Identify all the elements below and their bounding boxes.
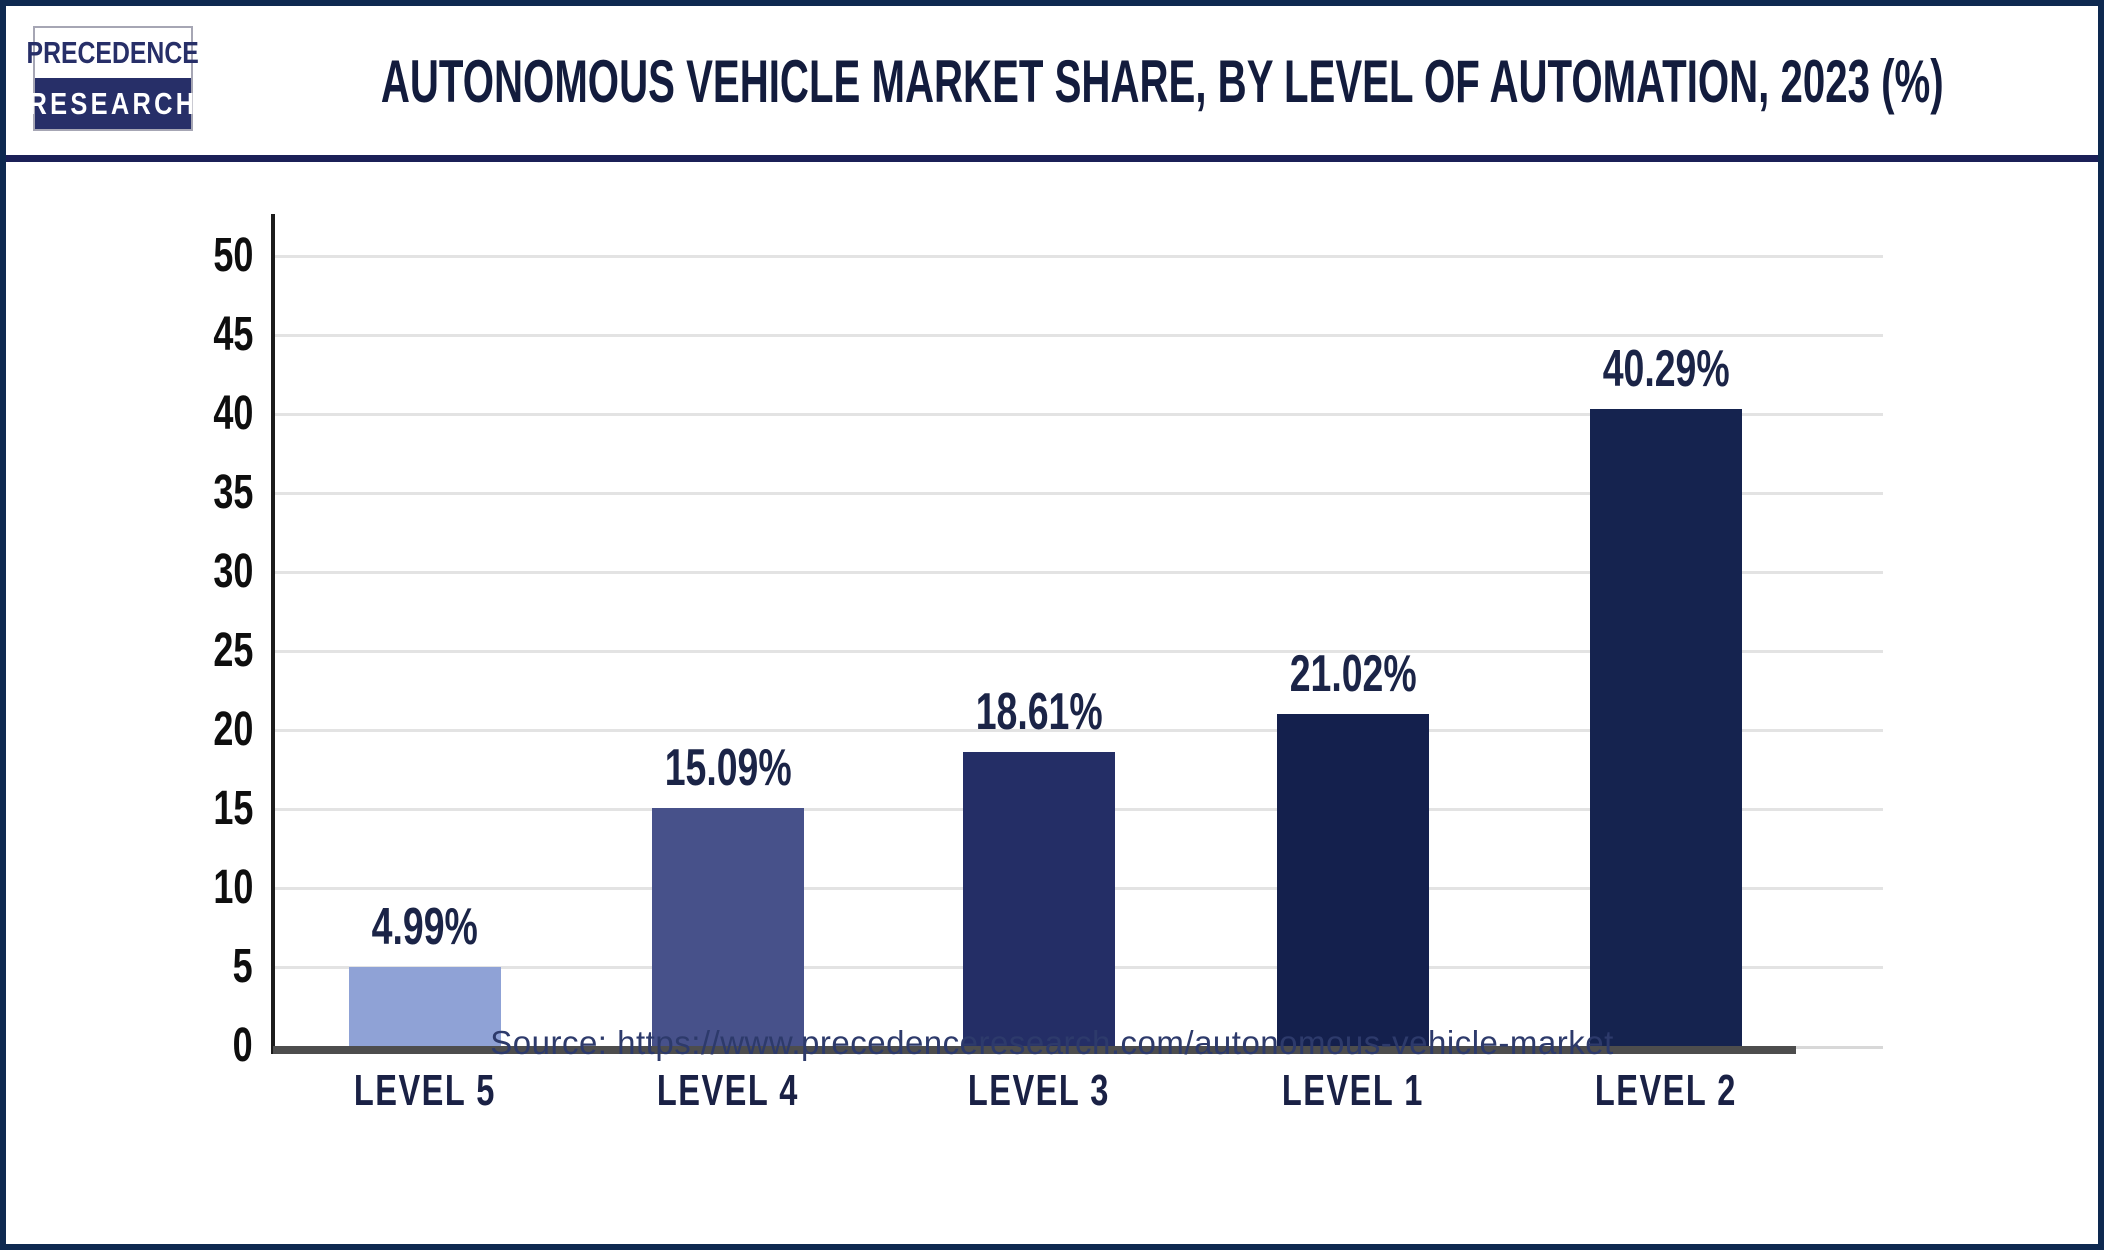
y-tick-label-5: 5	[133, 943, 253, 991]
y-tick-label-50: 50	[133, 232, 253, 280]
bar-chart: 0 5 10 15 20 25 30 35 40 45 50 4.99% LEVEL 5 15.09% LE…	[6, 162, 2098, 1244]
gridline-35	[273, 492, 1883, 495]
y-tick-text: 45	[212, 308, 253, 361]
value-label-text: 15.09%	[664, 738, 792, 797]
value-label-level-3: 18.61%	[879, 686, 1199, 738]
x-axis-extension	[1796, 1046, 1883, 1049]
y-tick-text: 5	[232, 940, 253, 993]
category-label-level-1: LEVEL 1	[1193, 1068, 1513, 1114]
category-label-level-2: LEVEL 2	[1506, 1068, 1826, 1114]
header-divider	[6, 155, 2098, 162]
category-label-text: LEVEL 3	[968, 1066, 1110, 1115]
gridline-45	[273, 334, 1883, 337]
category-label-level-5: LEVEL 5	[265, 1068, 585, 1114]
value-label-level-4: 15.09%	[568, 742, 888, 794]
logo-text-research: RESEARCH	[28, 85, 198, 121]
y-tick-label-10: 10	[133, 864, 253, 912]
y-tick-label-25: 25	[133, 627, 253, 675]
bar-level-3	[963, 751, 1115, 1046]
source-citation: Source: https://www.precedenceresearch.c…	[6, 1024, 2098, 1062]
x-axis-line	[273, 1046, 1796, 1054]
category-label-level-4: LEVEL 4	[568, 1068, 888, 1114]
y-tick-label-45: 45	[133, 311, 253, 359]
y-tick-label-35: 35	[133, 469, 253, 517]
value-label-level-5: 4.99%	[265, 901, 585, 953]
y-tick-text: 35	[212, 466, 253, 519]
category-label-text: LEVEL 1	[1282, 1066, 1424, 1115]
bar-level-5	[349, 967, 501, 1046]
category-label-text: LEVEL 2	[1595, 1066, 1737, 1115]
y-tick-label-30: 30	[133, 548, 253, 596]
y-tick-text: 0	[232, 1019, 253, 1072]
y-tick-text: 15	[212, 782, 253, 835]
y-tick-text: 30	[212, 545, 253, 598]
y-tick-text: 10	[212, 861, 253, 914]
chart-title-text: AUTONOMOUS VEHICLE MARKET SHARE, BY LEVE…	[380, 47, 1944, 115]
value-label-text: 21.02%	[1289, 644, 1417, 703]
logo-line-precedence: PRECEDENCE	[27, 28, 199, 78]
gridline-20	[273, 729, 1883, 732]
value-label-text: 40.29%	[1602, 340, 1730, 399]
value-label-level-2: 40.29%	[1506, 343, 1826, 395]
logo-line-research: RESEARCH	[29, 78, 194, 129]
value-label-text: 18.61%	[975, 682, 1103, 741]
y-tick-text: 25	[212, 624, 253, 677]
y-tick-label-40: 40	[133, 390, 253, 438]
gridline-40	[273, 413, 1883, 416]
category-label-text: LEVEL 5	[354, 1066, 496, 1115]
category-label-text: LEVEL 4	[657, 1066, 799, 1115]
gridline-50	[273, 255, 1883, 258]
source-text: Source: https://www.precedenceresearch.c…	[490, 1024, 1614, 1061]
header: PRECEDENCE RESEARCH AUTONOMOUS VEHICLE M…	[6, 6, 2098, 156]
logo-text-precedence: PRECEDENCE	[26, 35, 200, 70]
category-label-level-3: LEVEL 3	[879, 1068, 1199, 1114]
bar-level-2	[1590, 409, 1742, 1046]
y-tick-text: 20	[212, 703, 253, 756]
chart-title: AUTONOMOUS VEHICLE MARKET SHARE, BY LEVE…	[256, 26, 2068, 136]
precedence-research-logo: PRECEDENCE RESEARCH	[27, 26, 199, 131]
bar-level-4	[652, 807, 804, 1046]
y-tick-label-20: 20	[133, 706, 253, 754]
y-tick-text: 40	[212, 387, 253, 440]
y-axis-line	[271, 214, 275, 1054]
y-tick-text: 50	[212, 229, 253, 282]
gridline-30	[273, 571, 1883, 574]
y-tick-label-0: 0	[133, 1022, 253, 1070]
y-tick-label-15: 15	[133, 785, 253, 833]
bar-level-1	[1277, 713, 1429, 1046]
value-label-text: 4.99%	[371, 898, 479, 957]
value-label-level-1: 21.02%	[1193, 648, 1513, 700]
gridline-25	[273, 650, 1883, 653]
